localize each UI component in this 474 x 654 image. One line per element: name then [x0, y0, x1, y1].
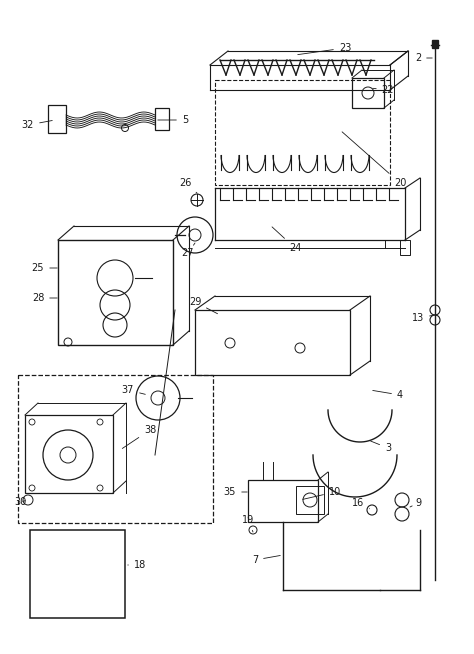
Text: 32: 32 — [22, 120, 52, 130]
Text: 3: 3 — [371, 441, 391, 453]
Text: 35: 35 — [224, 487, 247, 497]
Text: 2: 2 — [415, 53, 432, 63]
Bar — [155, 108, 169, 130]
Bar — [48, 105, 66, 133]
Text: 38: 38 — [122, 425, 156, 449]
Text: 30: 30 — [14, 497, 26, 507]
Text: 27: 27 — [182, 243, 195, 258]
Text: 4: 4 — [373, 390, 403, 400]
Text: 19: 19 — [242, 515, 254, 532]
Text: 22: 22 — [373, 85, 394, 95]
Bar — [296, 486, 324, 514]
Bar — [432, 40, 438, 48]
Bar — [195, 310, 350, 375]
Text: 23: 23 — [298, 43, 351, 55]
Text: 29: 29 — [189, 297, 218, 314]
Bar — [352, 78, 384, 108]
Bar — [18, 375, 213, 523]
Bar — [25, 415, 113, 493]
Bar — [248, 480, 318, 522]
Text: 10: 10 — [303, 487, 341, 500]
Text: 26: 26 — [179, 178, 197, 193]
Text: 5: 5 — [158, 115, 188, 125]
Text: 7: 7 — [252, 555, 280, 565]
Text: 9: 9 — [410, 498, 421, 508]
Bar — [58, 240, 173, 345]
Text: 18: 18 — [128, 560, 146, 570]
Bar — [215, 80, 390, 185]
Text: 13: 13 — [412, 313, 432, 323]
Text: 20: 20 — [342, 132, 406, 188]
Text: 28: 28 — [32, 293, 57, 303]
Text: 25: 25 — [32, 263, 57, 273]
Text: 16: 16 — [352, 498, 370, 509]
Text: 24: 24 — [272, 227, 301, 253]
Bar — [30, 530, 125, 618]
Bar — [400, 240, 410, 255]
Text: 37: 37 — [122, 385, 146, 395]
